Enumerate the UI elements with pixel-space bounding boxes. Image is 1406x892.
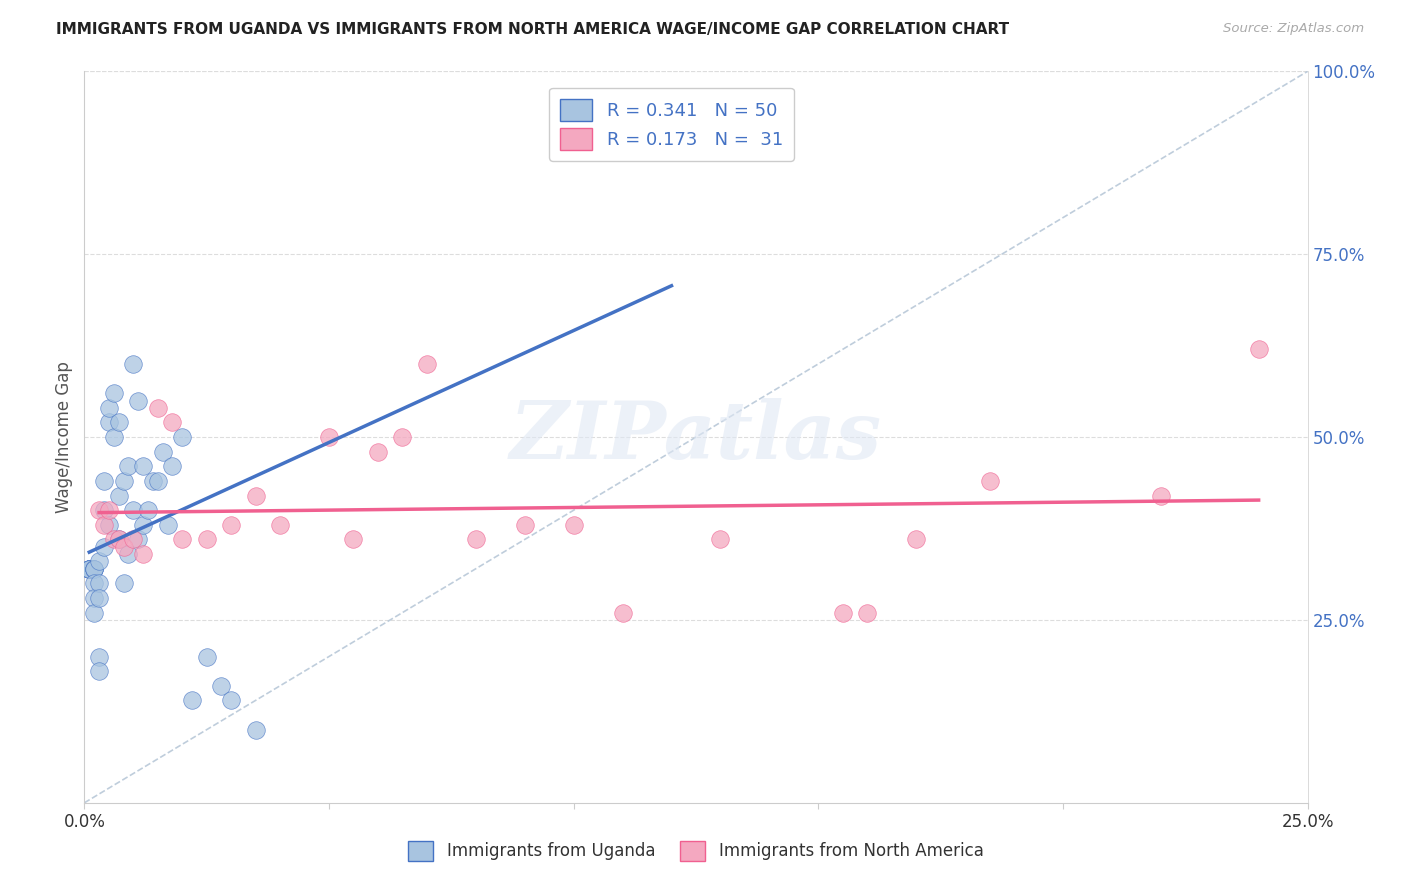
Point (77, 562, 100, 576)
Point (146, 474, 169, 488)
Point (112, 576, 135, 591)
Point (103, 533, 125, 547)
Text: ZIPatlas: ZIPatlas (510, 399, 882, 475)
Point (136, 503, 159, 517)
Point (83, 591, 105, 605)
Point (612, 606, 634, 620)
Text: Source: ZipAtlas.com: Source: ZipAtlas.com (1223, 22, 1364, 36)
Point (1150, 489, 1173, 503)
Point (416, 357, 439, 371)
Point (132, 517, 155, 532)
Y-axis label: Wage/Income Gap: Wage/Income Gap (55, 361, 73, 513)
Point (709, 533, 731, 547)
Point (195, 649, 218, 664)
Point (127, 393, 149, 408)
Point (122, 357, 145, 371)
Point (97, 416, 120, 430)
Point (87, 576, 110, 591)
Point (162, 416, 184, 430)
Point (142, 474, 165, 488)
Point (245, 723, 267, 737)
Point (122, 503, 145, 517)
Point (83, 562, 105, 576)
Point (87, 554, 110, 568)
Point (464, 533, 486, 547)
Point (513, 517, 536, 532)
Point (107, 416, 129, 430)
Point (107, 489, 129, 503)
Point (181, 693, 204, 707)
Point (77, 562, 100, 576)
Point (87, 503, 110, 517)
Point (127, 533, 149, 547)
Point (117, 459, 139, 474)
Point (391, 430, 413, 444)
Point (1247, 343, 1270, 357)
Point (77, 562, 100, 576)
Point (77, 562, 100, 576)
Point (83, 576, 105, 591)
Point (367, 444, 389, 458)
Point (103, 430, 125, 444)
Point (156, 517, 179, 532)
Point (107, 533, 129, 547)
Point (97, 401, 120, 415)
Point (93, 517, 115, 532)
Point (195, 533, 218, 547)
Point (93, 474, 115, 488)
Point (83, 606, 105, 620)
Point (219, 693, 242, 707)
Point (132, 547, 155, 561)
Point (97, 517, 120, 532)
Point (172, 533, 194, 547)
Point (245, 489, 267, 503)
Point (83, 562, 105, 576)
Point (162, 459, 184, 474)
Point (856, 606, 879, 620)
Point (87, 591, 110, 605)
Point (107, 533, 129, 547)
Point (209, 679, 232, 693)
Point (219, 517, 242, 532)
Point (93, 540, 115, 554)
Point (342, 533, 364, 547)
Point (172, 430, 194, 444)
Point (77, 562, 100, 576)
Point (979, 474, 1001, 488)
Point (112, 474, 135, 488)
Point (97, 503, 120, 517)
Text: IMMIGRANTS FROM UGANDA VS IMMIGRANTS FROM NORTH AMERICA WAGE/INCOME GAP CORRELAT: IMMIGRANTS FROM UGANDA VS IMMIGRANTS FRO… (56, 22, 1010, 37)
Point (122, 533, 145, 547)
Point (661, 137, 683, 152)
Point (112, 540, 135, 554)
Point (87, 664, 110, 678)
Point (318, 430, 340, 444)
Point (83, 562, 105, 576)
Point (269, 517, 291, 532)
Legend: Immigrants from Uganda, Immigrants from North America: Immigrants from Uganda, Immigrants from … (402, 834, 990, 868)
Point (152, 444, 174, 458)
Point (146, 401, 169, 415)
Point (93, 503, 115, 517)
Point (87, 649, 110, 664)
Point (905, 533, 928, 547)
Point (132, 459, 155, 474)
Point (117, 547, 139, 561)
Point (562, 517, 585, 532)
Point (831, 606, 853, 620)
Point (103, 386, 125, 401)
